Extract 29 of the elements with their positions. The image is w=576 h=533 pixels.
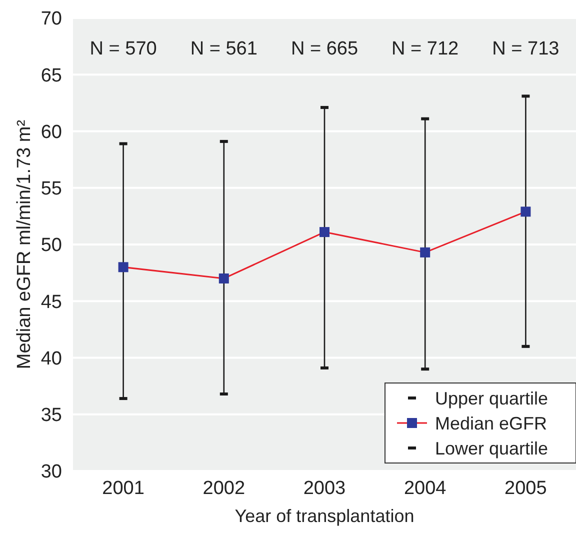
y-tick-label: 65 — [40, 65, 62, 86]
legend-label: Lower quartile — [435, 438, 548, 458]
annotation: N = 665 — [290, 38, 358, 60]
x-tick-label: 2004 — [404, 478, 447, 499]
x-tick-label: 2001 — [102, 478, 144, 499]
y-tick-label: 55 — [40, 178, 62, 200]
x-tick-label: 2005 — [504, 478, 547, 499]
legend-label: Median eGFR — [435, 413, 548, 434]
annotation: N = 561 — [190, 38, 258, 60]
y-tick-label: 45 — [40, 292, 62, 313]
point — [118, 262, 128, 272]
y-axis-title: Median eGFR ml/min/1.73 m² — [14, 120, 35, 370]
point — [520, 206, 531, 217]
x-tick-label: 2002 — [202, 478, 246, 499]
y-tick-label: 30 — [40, 462, 62, 483]
x-tick-label: 2003 — [303, 478, 346, 499]
y-tick-label: 60 — [40, 122, 62, 143]
y-tick-label: 50 — [40, 235, 62, 256]
y-tick-label: 70 — [40, 8, 62, 30]
point — [218, 273, 229, 284]
annotation: N = 570 — [90, 38, 157, 60]
y-tick-label: 40 — [40, 348, 62, 370]
x-axis-title: Year of transplantation — [234, 506, 414, 526]
point — [320, 227, 330, 238]
annotation: N = 712 — [392, 38, 459, 60]
y-tick-label: 35 — [40, 405, 62, 426]
annotation: N = 713 — [492, 38, 560, 60]
legend-label: Upper quartile — [435, 388, 548, 408]
point — [420, 247, 430, 258]
